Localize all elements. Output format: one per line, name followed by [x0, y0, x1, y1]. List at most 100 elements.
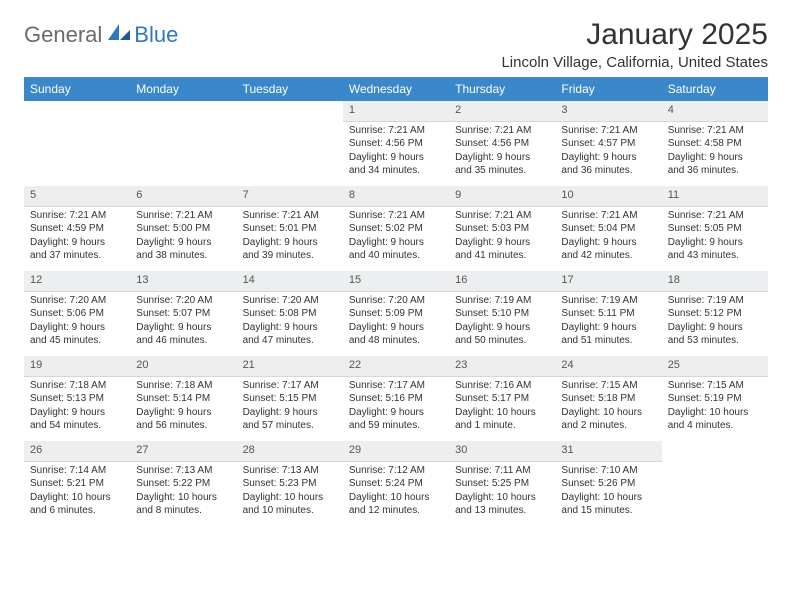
- day-line: and 39 minutes.: [243, 250, 337, 263]
- day-line: Sunrise: 7:21 AM: [455, 125, 549, 138]
- calendar-empty: [237, 101, 343, 186]
- day-line: Sunset: 5:13 PM: [30, 393, 124, 406]
- day-number: 12: [24, 271, 130, 292]
- day-line: Daylight: 9 hours: [349, 152, 443, 165]
- day-body: Sunrise: 7:21 AMSunset: 4:57 PMDaylight:…: [555, 122, 661, 184]
- day-line: Sunrise: 7:21 AM: [668, 210, 762, 223]
- calendar-body: 1Sunrise: 7:21 AMSunset: 4:56 PMDaylight…: [24, 101, 768, 526]
- day-line: Sunrise: 7:18 AM: [136, 380, 230, 393]
- day-number: 6: [130, 186, 236, 207]
- calendar-day: 21Sunrise: 7:17 AMSunset: 5:15 PMDayligh…: [237, 356, 343, 441]
- day-number: 28: [237, 441, 343, 462]
- day-body: Sunrise: 7:20 AMSunset: 5:09 PMDaylight:…: [343, 292, 449, 354]
- weekday-header: Tuesday: [237, 77, 343, 101]
- day-number: 3: [555, 101, 661, 122]
- day-line: and 35 minutes.: [455, 165, 549, 178]
- day-line: and 1 minute.: [455, 420, 549, 433]
- day-line: Sunset: 5:05 PM: [668, 223, 762, 236]
- day-body: Sunrise: 7:19 AMSunset: 5:10 PMDaylight:…: [449, 292, 555, 354]
- calendar-day: 25Sunrise: 7:15 AMSunset: 5:19 PMDayligh…: [662, 356, 768, 441]
- day-line: Daylight: 9 hours: [561, 322, 655, 335]
- day-body: Sunrise: 7:14 AMSunset: 5:21 PMDaylight:…: [24, 462, 130, 524]
- title-block: January 2025 Lincoln Village, California…: [501, 18, 768, 71]
- calendar-empty: [130, 101, 236, 186]
- day-body: Sunrise: 7:17 AMSunset: 5:15 PMDaylight:…: [237, 377, 343, 439]
- day-line: and 4 minutes.: [668, 420, 762, 433]
- day-line: Sunset: 4:56 PM: [349, 138, 443, 151]
- day-line: Daylight: 9 hours: [243, 237, 337, 250]
- day-number: 24: [555, 356, 661, 377]
- day-line: Sunrise: 7:21 AM: [561, 210, 655, 223]
- day-line: and 53 minutes.: [668, 335, 762, 348]
- day-line: and 57 minutes.: [243, 420, 337, 433]
- location-text: Lincoln Village, California, United Stat…: [501, 54, 768, 71]
- day-body: Sunrise: 7:13 AMSunset: 5:22 PMDaylight:…: [130, 462, 236, 524]
- day-line: Sunset: 5:14 PM: [136, 393, 230, 406]
- weekday-header: Wednesday: [343, 77, 449, 101]
- day-line: Daylight: 9 hours: [455, 322, 549, 335]
- calendar-day: 2Sunrise: 7:21 AMSunset: 4:56 PMDaylight…: [449, 101, 555, 186]
- calendar-empty: [24, 101, 130, 186]
- day-line: Daylight: 9 hours: [455, 152, 549, 165]
- day-line: Sunset: 5:25 PM: [455, 478, 549, 491]
- day-line: Sunrise: 7:17 AM: [243, 380, 337, 393]
- day-line: Sunset: 5:23 PM: [243, 478, 337, 491]
- day-line: Sunset: 5:10 PM: [455, 308, 549, 321]
- day-line: and 40 minutes.: [349, 250, 443, 263]
- day-line: Sunset: 5:19 PM: [668, 393, 762, 406]
- day-line: Sunrise: 7:16 AM: [455, 380, 549, 393]
- calendar-day: 18Sunrise: 7:19 AMSunset: 5:12 PMDayligh…: [662, 271, 768, 356]
- day-line: Sunrise: 7:19 AM: [668, 295, 762, 308]
- day-line: and 43 minutes.: [668, 250, 762, 263]
- day-line: and 10 minutes.: [243, 505, 337, 518]
- day-line: Sunset: 5:04 PM: [561, 223, 655, 236]
- day-line: Daylight: 10 hours: [349, 492, 443, 505]
- day-line: Daylight: 9 hours: [668, 152, 762, 165]
- calendar-day: 31Sunrise: 7:10 AMSunset: 5:26 PMDayligh…: [555, 441, 661, 526]
- day-line: Daylight: 9 hours: [30, 237, 124, 250]
- day-line: Daylight: 9 hours: [30, 322, 124, 335]
- day-line: Sunset: 5:03 PM: [455, 223, 549, 236]
- day-line: Sunset: 5:01 PM: [243, 223, 337, 236]
- day-line: Sunset: 5:07 PM: [136, 308, 230, 321]
- day-line: and 59 minutes.: [349, 420, 443, 433]
- calendar-day: 9Sunrise: 7:21 AMSunset: 5:03 PMDaylight…: [449, 186, 555, 271]
- calendar-day: 28Sunrise: 7:13 AMSunset: 5:23 PMDayligh…: [237, 441, 343, 526]
- calendar-day: 22Sunrise: 7:17 AMSunset: 5:16 PMDayligh…: [343, 356, 449, 441]
- day-number: 4: [662, 101, 768, 122]
- calendar-table: SundayMondayTuesdayWednesdayThursdayFrid…: [24, 77, 768, 526]
- day-line: Daylight: 9 hours: [349, 407, 443, 420]
- day-number: 23: [449, 356, 555, 377]
- day-line: Sunset: 5:08 PM: [243, 308, 337, 321]
- calendar-day: 8Sunrise: 7:21 AMSunset: 5:02 PMDaylight…: [343, 186, 449, 271]
- day-number: 27: [130, 441, 236, 462]
- day-line: Sunrise: 7:21 AM: [455, 210, 549, 223]
- day-line: Daylight: 10 hours: [668, 407, 762, 420]
- day-line: and 50 minutes.: [455, 335, 549, 348]
- day-body: Sunrise: 7:17 AMSunset: 5:16 PMDaylight:…: [343, 377, 449, 439]
- day-line: Sunset: 5:06 PM: [30, 308, 124, 321]
- day-line: Daylight: 10 hours: [561, 407, 655, 420]
- calendar-week: 26Sunrise: 7:14 AMSunset: 5:21 PMDayligh…: [24, 441, 768, 526]
- calendar-week: 12Sunrise: 7:20 AMSunset: 5:06 PMDayligh…: [24, 271, 768, 356]
- day-line: Sunset: 4:58 PM: [668, 138, 762, 151]
- day-body: Sunrise: 7:18 AMSunset: 5:13 PMDaylight:…: [24, 377, 130, 439]
- day-line: Sunset: 5:21 PM: [30, 478, 124, 491]
- day-line: Sunrise: 7:21 AM: [349, 125, 443, 138]
- day-line: Sunrise: 7:13 AM: [243, 465, 337, 478]
- day-body: Sunrise: 7:21 AMSunset: 5:04 PMDaylight:…: [555, 207, 661, 269]
- day-line: Daylight: 10 hours: [455, 492, 549, 505]
- day-line: and 42 minutes.: [561, 250, 655, 263]
- day-line: and 51 minutes.: [561, 335, 655, 348]
- calendar-day: 6Sunrise: 7:21 AMSunset: 5:00 PMDaylight…: [130, 186, 236, 271]
- day-line: Sunrise: 7:21 AM: [561, 125, 655, 138]
- day-line: Sunset: 5:15 PM: [243, 393, 337, 406]
- day-body: Sunrise: 7:16 AMSunset: 5:17 PMDaylight:…: [449, 377, 555, 439]
- day-body: Sunrise: 7:18 AMSunset: 5:14 PMDaylight:…: [130, 377, 236, 439]
- day-line: Sunrise: 7:19 AM: [455, 295, 549, 308]
- day-line: and 2 minutes.: [561, 420, 655, 433]
- day-line: Daylight: 9 hours: [30, 407, 124, 420]
- day-line: Daylight: 9 hours: [349, 237, 443, 250]
- logo-text-general: General: [24, 22, 102, 48]
- logo-text-blue: Blue: [134, 22, 178, 48]
